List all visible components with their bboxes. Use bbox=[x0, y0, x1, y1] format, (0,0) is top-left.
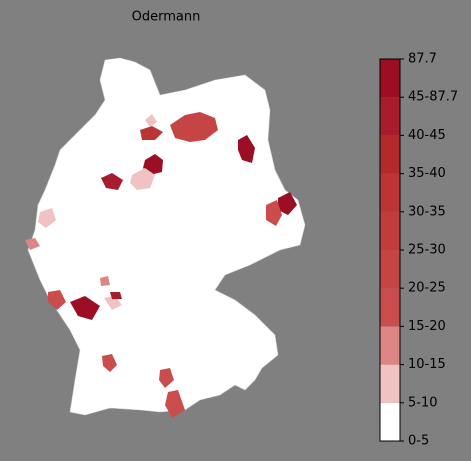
colorbar-tick-label: 45-87.7 bbox=[408, 90, 458, 105]
map-title: Odermann bbox=[132, 10, 201, 25]
colorbar-segment bbox=[380, 326, 400, 365]
colorbar-tick-label: 40-45 bbox=[408, 128, 446, 143]
region bbox=[70, 296, 100, 320]
colorbar-tick-label: 87.7 bbox=[408, 52, 437, 67]
colorbar-segment bbox=[380, 97, 400, 136]
colorbar-tick-label: 15-20 bbox=[408, 319, 446, 334]
region bbox=[266, 200, 282, 226]
region bbox=[159, 368, 174, 388]
region bbox=[48, 290, 66, 310]
region bbox=[110, 292, 122, 299]
region bbox=[238, 135, 255, 163]
region bbox=[38, 208, 56, 228]
region bbox=[104, 296, 122, 310]
colorbar-segment bbox=[380, 135, 400, 174]
colorbar-segment bbox=[380, 402, 400, 441]
region bbox=[145, 114, 157, 127]
region bbox=[25, 238, 40, 250]
germany-map bbox=[25, 57, 306, 418]
colorbar-tick-label: 0-5 bbox=[408, 434, 429, 449]
region bbox=[140, 126, 163, 140]
colorbar-segment bbox=[380, 288, 400, 327]
region bbox=[101, 173, 123, 190]
colorbar-segment bbox=[380, 173, 400, 212]
region bbox=[130, 168, 155, 190]
colorbar-segment bbox=[380, 211, 400, 250]
colorbar-segment bbox=[380, 364, 400, 403]
region bbox=[170, 112, 218, 142]
region bbox=[100, 276, 110, 286]
colorbar-segment bbox=[380, 250, 400, 289]
country-outline bbox=[27, 57, 306, 416]
colorbar-tick-label: 20-25 bbox=[408, 281, 446, 296]
colorbar-tick-label: 35-40 bbox=[408, 166, 446, 181]
colorbar-segment bbox=[380, 59, 400, 98]
colorbar: 0-5 5-10 10-15 15-20 20-25 25-30 30-35 35-40 40-… bbox=[379, 52, 458, 449]
region bbox=[165, 390, 185, 418]
colorbar-tick-label: 30-35 bbox=[408, 204, 446, 219]
colorbar-tick-label: 10-15 bbox=[408, 357, 446, 372]
colorbar-tick-label: 25-30 bbox=[408, 243, 446, 258]
region bbox=[143, 154, 163, 175]
region bbox=[278, 192, 297, 215]
colorbar-tick-label: 5-10 bbox=[408, 395, 438, 410]
region bbox=[102, 354, 117, 372]
